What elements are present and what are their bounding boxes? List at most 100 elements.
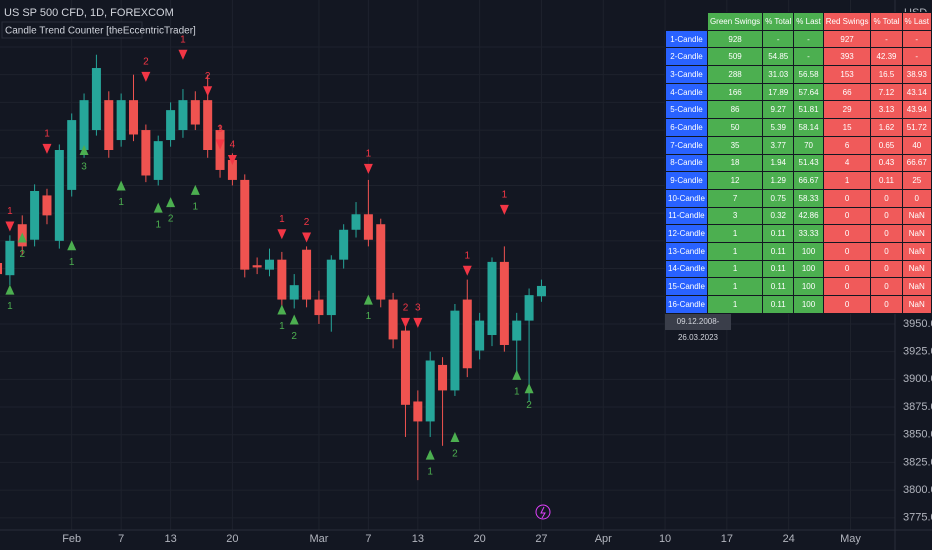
cell: 0.32 bbox=[762, 206, 795, 226]
candle-body bbox=[475, 320, 485, 351]
cell: 100 bbox=[793, 241, 824, 261]
cell: - bbox=[901, 29, 932, 49]
cell: 0 bbox=[901, 188, 932, 208]
table-row: 7-Candle 35 3.77 70 6 0.65 40 bbox=[665, 135, 932, 155]
swing-marker bbox=[524, 383, 534, 394]
x-tick-label: Apr bbox=[595, 533, 612, 545]
cell: 18 bbox=[706, 153, 764, 173]
candle-body bbox=[326, 259, 336, 316]
candle-body bbox=[240, 179, 250, 270]
cell: 0.11 bbox=[762, 277, 795, 296]
swing-marker bbox=[178, 49, 188, 60]
cell: 509 bbox=[706, 47, 764, 67]
x-tick-label: 20 bbox=[474, 533, 486, 545]
swing-marker bbox=[79, 145, 89, 156]
table-row: 8-Candle 18 1.94 51.43 4 0.43 66.67 bbox=[665, 153, 932, 173]
cell: 0.11 bbox=[762, 224, 795, 243]
header-cell: % Last bbox=[901, 12, 932, 31]
x-tick-label: 7 bbox=[118, 533, 124, 545]
candle-body bbox=[314, 299, 324, 316]
cell: 153 bbox=[822, 65, 872, 84]
cell: 0 bbox=[870, 206, 903, 226]
candle-body bbox=[388, 299, 398, 340]
swing-count: 3 bbox=[217, 124, 223, 135]
header-cell: % Total bbox=[870, 12, 903, 31]
cell: 25 bbox=[901, 171, 932, 190]
cell: - bbox=[762, 29, 795, 49]
swing-marker bbox=[277, 304, 287, 315]
swing-marker bbox=[153, 202, 163, 213]
row-label: 1-Candle bbox=[665, 29, 708, 49]
swing-count: 2 bbox=[304, 217, 310, 228]
swing-marker bbox=[302, 232, 312, 243]
cell: 66.67 bbox=[901, 153, 932, 173]
swing-marker bbox=[42, 143, 52, 154]
swing-marker bbox=[400, 317, 410, 328]
candle-body bbox=[363, 214, 373, 240]
candle-body bbox=[277, 259, 287, 300]
cell: 31.03 bbox=[762, 65, 795, 84]
swing-marker bbox=[462, 265, 472, 276]
candle-body bbox=[227, 159, 237, 180]
cell: 3.13 bbox=[870, 100, 903, 120]
swing-marker bbox=[512, 369, 522, 380]
cell: 58.14 bbox=[793, 118, 824, 137]
cell: 1 bbox=[706, 295, 764, 314]
swing-count: 4 bbox=[230, 140, 236, 151]
candle-body bbox=[30, 190, 40, 240]
cell: 393 bbox=[822, 47, 872, 67]
cell: 0.65 bbox=[870, 135, 903, 155]
x-tick-label: 17 bbox=[721, 533, 733, 545]
cell: 7 bbox=[706, 188, 764, 208]
cell: 0 bbox=[870, 188, 903, 208]
symbol: US SP 500 CFD, 1D, FOREXCOM bbox=[4, 7, 174, 19]
table-row: 12-Candle 1 0.11 33.33 0 0 NaN bbox=[665, 224, 932, 243]
cell: 1.29 bbox=[762, 171, 795, 190]
table-row: 3-Candle 288 31.03 56.58 153 16.5 38.93 bbox=[665, 65, 932, 84]
cell: 1.94 bbox=[762, 153, 795, 173]
cell: 927 bbox=[822, 29, 872, 49]
cell: 86 bbox=[706, 100, 764, 120]
cell: 43.14 bbox=[901, 82, 932, 102]
candle-body bbox=[438, 364, 448, 391]
row-label: 3-Candle bbox=[665, 65, 708, 84]
candle-body bbox=[215, 130, 225, 170]
cell: 0 bbox=[822, 224, 872, 243]
cell: 9.27 bbox=[762, 100, 795, 120]
row-label: 5-Candle bbox=[665, 100, 708, 120]
table-row: 13-Candle 1 0.11 100 0 0 NaN bbox=[665, 241, 932, 261]
swing-marker bbox=[116, 180, 126, 191]
cell: 100 bbox=[793, 277, 824, 296]
cell: 38.93 bbox=[901, 65, 932, 84]
swing-count: 1 bbox=[514, 387, 520, 398]
candle-body bbox=[166, 110, 176, 141]
swing-count: 1 bbox=[279, 321, 285, 332]
candle-body bbox=[104, 100, 114, 151]
row-label: 11-Candle bbox=[665, 206, 708, 226]
row-label: 14-Candle bbox=[665, 259, 708, 279]
swing-count: 2 bbox=[19, 249, 25, 260]
cell: 5.39 bbox=[762, 118, 795, 137]
table-row: 11-Candle 3 0.32 42.86 0 0 NaN bbox=[665, 206, 932, 226]
swing-count: 1 bbox=[44, 129, 50, 140]
cell: 66 bbox=[822, 82, 872, 102]
row-label: 13-Candle bbox=[665, 241, 708, 261]
cell: 0 bbox=[822, 241, 872, 261]
table-row: 14-Candle 1 0.11 100 0 0 NaN bbox=[665, 259, 932, 279]
table-row: 9-Candle 12 1.29 66.67 1 0.11 25 bbox=[665, 171, 932, 190]
cell: 12 bbox=[706, 171, 764, 190]
row-label: 7-Candle bbox=[665, 135, 708, 155]
cell: 42.86 bbox=[793, 206, 824, 226]
x-tick-label: 7 bbox=[365, 533, 371, 545]
swing-count: 1 bbox=[7, 206, 13, 217]
candle-body bbox=[512, 320, 522, 341]
cell: 0 bbox=[822, 206, 872, 226]
candle-body bbox=[79, 100, 89, 151]
candle-body bbox=[5, 240, 15, 276]
swing-marker bbox=[363, 163, 373, 174]
row-label: 4-Candle bbox=[665, 82, 708, 102]
candle-body bbox=[487, 261, 497, 336]
candle-body bbox=[425, 360, 435, 422]
cell: 15 bbox=[822, 118, 872, 137]
